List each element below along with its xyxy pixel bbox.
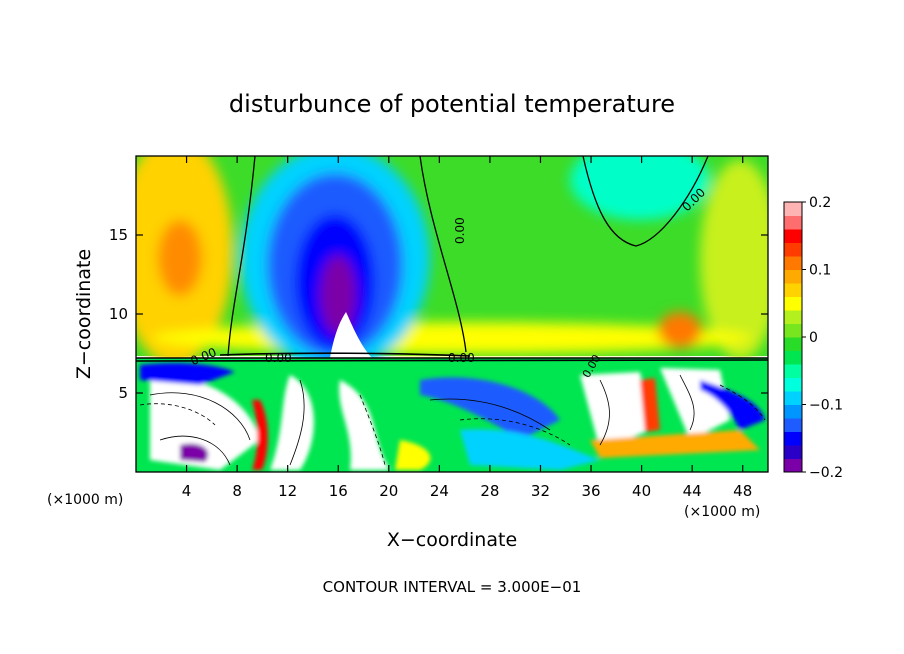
chart-title: disturbunce of potential temperature (229, 90, 675, 118)
colorbar-tick-label-2: 0 (809, 330, 818, 346)
y-axis: 5 10 15 (109, 226, 768, 402)
colorbar-swatch-1 (784, 445, 802, 459)
colorbar-swatch-3 (784, 418, 802, 432)
contour-zero-plume (227, 156, 467, 357)
plot-area (136, 156, 768, 472)
cool-patch-top-right (570, 156, 710, 220)
x-axis-label: X−coordinate (387, 529, 517, 551)
warm-spot-right (658, 312, 702, 348)
turb-contours-1 (149, 374, 695, 466)
y-axis-label: Z−coordinate (73, 249, 95, 379)
turb-blue-1 (140, 362, 235, 385)
colorbar-swatch-11 (784, 310, 802, 324)
turb-orange-1 (590, 430, 760, 458)
colorbar-swatch-10 (784, 323, 802, 338)
colorbar-swatch-18 (784, 215, 802, 230)
x-unit-label-right: (×1000 m) (684, 504, 760, 520)
colorbar-tick-label-1: 0.1 (809, 263, 831, 279)
colorbar-swatch-4 (784, 404, 802, 419)
colorbar-swatch-6 (784, 377, 802, 392)
warm-blob-right (700, 160, 768, 360)
contour-label-3: 0.00 (448, 351, 475, 365)
colorbar-swatch-14 (784, 269, 802, 284)
colorbar-swatch-12 (784, 296, 802, 311)
x-tick-label-9: 40 (632, 482, 651, 500)
colorbar-tick-label-4: −0.2 (809, 465, 843, 481)
turb-contours-dashed (139, 384, 766, 466)
x-tick-label-10: 44 (683, 482, 702, 500)
plume-white-spike (330, 312, 372, 358)
x-axis: 4 8 12 16 20 24 28 32 36 40 44 48 (182, 156, 752, 500)
turb-yellow-1 (395, 440, 431, 470)
y-tick-label-0: 5 (118, 384, 128, 402)
contour-label-2: 0.00 (265, 351, 292, 365)
turb-purple-1 (180, 443, 209, 462)
turb-cyan-1 (460, 429, 600, 470)
x-tick-label-8: 36 (581, 482, 600, 500)
colorbar-swatch-2 (784, 431, 802, 446)
x-tick-label-6: 28 (480, 482, 499, 500)
x-tick-label-3: 16 (329, 482, 348, 500)
contour-zero-right (582, 156, 709, 247)
warm-core-left (158, 220, 202, 296)
x-tick-label-2: 12 (278, 482, 297, 500)
turb-blue-3 (700, 380, 765, 430)
x-tick-label-1: 8 (232, 482, 242, 500)
colorbar-swatch-7 (784, 364, 802, 378)
x-unit-label-left: (×1000 m) (47, 492, 123, 508)
colorbar-swatch-17 (784, 229, 802, 243)
boundary-contours (136, 352, 768, 362)
colorbar-tick-label-3: −0.1 (809, 398, 843, 414)
turb-white-2 (270, 375, 314, 470)
colorbar-tick-label-0: 0.2 (809, 195, 831, 211)
contour-interval-note: CONTOUR INTERVAL = 3.000E−01 (323, 578, 582, 596)
x-tick-label-5: 24 (430, 482, 449, 500)
x-tick-label-0: 4 (182, 482, 192, 500)
colorbar-swatch-13 (784, 283, 802, 297)
colorbar-swatch-0 (784, 458, 802, 473)
colorbar-swatch-8 (784, 350, 802, 365)
x-tick-label-11: 48 (733, 482, 752, 500)
turb-red-2 (640, 378, 660, 432)
colorbar: 0.2 0.1 0 −0.1 −0.2 (783, 195, 843, 481)
x-tick-label-7: 32 (531, 482, 550, 500)
contour-label-4: 0.00 (453, 217, 467, 244)
turb-white-4 (580, 372, 650, 450)
colorbar-swatch-16 (784, 242, 802, 257)
x-tick-label-4: 20 (379, 482, 398, 500)
y-tick-label-1: 10 (109, 305, 128, 323)
y-tick-label-2: 15 (109, 226, 128, 244)
colorbar-swatch-5 (784, 391, 802, 405)
colorbar-swatch-9 (784, 337, 802, 351)
turb-red-1 (252, 400, 268, 470)
turb-white-3 (339, 380, 390, 470)
colorbar-swatch-19 (784, 202, 802, 216)
turb-white-1 (150, 378, 260, 470)
colorbar-swatch-15 (784, 256, 802, 270)
